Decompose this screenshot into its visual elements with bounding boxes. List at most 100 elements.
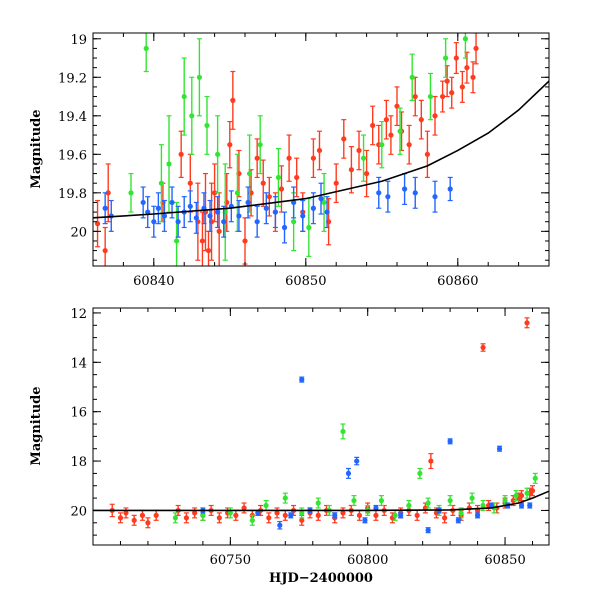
top-series-1-point — [360, 155, 367, 161]
bottom-series-1-point — [249, 517, 255, 523]
top-series-0-point — [230, 97, 236, 103]
top-series-2-point — [281, 224, 288, 231]
top-series-1-point — [257, 142, 263, 148]
top-series-0-point — [266, 194, 272, 200]
top-series-2-point — [236, 213, 242, 219]
top-series-1-point — [379, 142, 385, 148]
bottom-y-tick-label: 12 — [70, 307, 87, 322]
top-series-2-point — [447, 186, 453, 192]
top-series-1-point — [196, 74, 202, 80]
top-series-1-point — [158, 180, 164, 186]
bottom-series-1-point — [532, 475, 538, 481]
bottom-y-tick-label: 20 — [70, 504, 87, 519]
bottom-series-1-point — [425, 500, 431, 506]
top-panel-ticks: 60840 60850 60860 19 19.2 19.4 19.6 19.8 20 — [58, 33, 550, 289]
top-series-2-point — [207, 213, 213, 219]
top-series-0-point — [205, 247, 212, 254]
bottom-series-0-point — [233, 512, 239, 518]
top-series-0-point — [383, 117, 389, 123]
bottom-series-2-point — [527, 502, 533, 509]
top-series-0-point — [242, 238, 248, 244]
bottom-series-0-point — [241, 505, 247, 511]
top-x-tick-label: 60840 — [133, 274, 174, 289]
bottom-series-0-point — [266, 515, 272, 521]
bottom-series-1-point — [299, 510, 305, 516]
bottom-series-1-point — [513, 493, 519, 499]
bottom-series-0-point — [480, 344, 486, 351]
top-x-tick-label: 60850 — [285, 274, 326, 289]
bottom-series-0-point — [414, 512, 420, 518]
bottom-series-0-point — [510, 497, 516, 504]
top-series-2-point — [245, 199, 251, 206]
top-panel-ylabel: Magnitude — [29, 109, 44, 188]
bottom-series-1-point — [315, 500, 321, 506]
bottom-series-0-point — [356, 512, 363, 518]
top-series-0-point — [260, 180, 266, 186]
top-series-2-point — [385, 194, 391, 200]
bottom-series-2-point — [518, 502, 525, 509]
bottom-panel-xlabel: HJD−2400000 — [269, 571, 373, 586]
bottom-series-2-point — [255, 510, 261, 516]
top-series-0-point — [254, 155, 260, 161]
top-series-0-point — [412, 93, 418, 100]
bottom-series-0-point — [428, 458, 434, 464]
bottom-series-2-point — [362, 517, 368, 523]
top-series-0-point — [470, 74, 476, 80]
top-series-0-point — [459, 84, 465, 90]
bottom-series-2-point — [425, 527, 431, 533]
top-series-0-point — [310, 155, 316, 161]
bottom-series-1-point — [447, 497, 453, 504]
top-series-2-point — [254, 219, 260, 225]
bottom-series-1-point — [524, 490, 530, 496]
top-series-0-point — [102, 247, 108, 254]
top-series-2-point — [272, 209, 278, 215]
top-series-2-point — [402, 186, 408, 192]
bottom-series-2-point — [288, 512, 294, 518]
bottom-series-2-point — [345, 470, 352, 477]
top-series-2-point — [221, 219, 227, 225]
top-series-0-point — [348, 167, 354, 173]
top-series-2-point — [324, 209, 330, 215]
top-series-2-point — [161, 213, 168, 219]
top-series-2-point — [300, 213, 306, 219]
top-series-0-point — [216, 228, 222, 234]
bottom-series-2-point — [488, 502, 494, 509]
top-series-0-point — [464, 65, 470, 71]
bottom-panel-ylabel: Magnitude — [29, 386, 44, 465]
bottom-series-0-point — [153, 512, 159, 518]
top-series-2-point — [175, 219, 181, 225]
bottom-series-1-point — [263, 502, 269, 509]
top-y-tick-label: 19.2 — [58, 71, 87, 86]
top-series-2-point — [145, 209, 151, 215]
bottom-series-1-point — [480, 502, 486, 509]
bottom-series-0-point — [274, 510, 280, 516]
bottom-series-1-point — [351, 497, 357, 504]
top-fit-curve — [93, 80, 549, 219]
bottom-series-0-point — [524, 320, 530, 326]
bottom-series-1-point — [340, 428, 346, 435]
top-series-2-point — [215, 209, 221, 215]
bottom-series-1-point — [392, 512, 398, 518]
bottom-series-1-point — [469, 495, 475, 501]
top-series-1-point — [275, 174, 282, 181]
top-series-0-point — [316, 147, 323, 154]
bottom-series-2-point — [455, 517, 461, 523]
top-series-2-point — [291, 199, 297, 206]
top-series-0-point — [94, 221, 101, 227]
bottom-series-1-point — [227, 510, 233, 516]
bottom-series-2-point — [398, 512, 404, 518]
top-series-1-point — [215, 151, 221, 157]
bottom-series-2-point — [354, 458, 360, 464]
top-series-0-point — [187, 180, 193, 186]
top-x-tick-label: 60860 — [437, 274, 478, 289]
bottom-series-2-point — [332, 512, 338, 518]
bottom-series-0-point — [340, 510, 346, 516]
top-series-0-point — [388, 132, 394, 138]
top-series-0-point — [406, 142, 412, 148]
bottom-series-0-point — [145, 520, 151, 526]
bottom-y-tick-label: 14 — [70, 356, 87, 371]
top-series-1-point — [166, 161, 172, 167]
bottom-series-0-point — [123, 510, 129, 516]
top-series-0-point — [424, 151, 430, 157]
